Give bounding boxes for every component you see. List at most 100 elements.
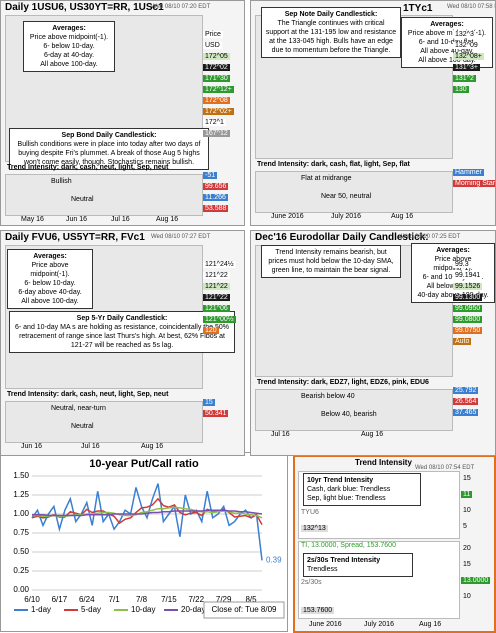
x-label: Aug 16 (156, 216, 179, 223)
averages-line: 6-day at 40-day. (43, 52, 95, 59)
price-label: Price (203, 31, 223, 38)
x-label: June 2016 (309, 621, 342, 628)
candlestick-panel: 1TYc1 Wed 08/10 07:58 EDT Averages: Price a… (250, 0, 496, 226)
price-label: USD (203, 42, 222, 49)
x-label: Jul 16 (81, 443, 100, 450)
x-tick-label: 7/8 (136, 595, 148, 604)
trend-area (5, 174, 203, 216)
info-line: Cash, dark blue: Trendless (307, 486, 391, 493)
x-label: Jun 16 (21, 443, 43, 450)
x-label: Jul 16 (111, 216, 130, 223)
timestamp: Wed 08/10 07:58 EDT (447, 4, 495, 10)
note-text: Bullish conditions were in place into to… (17, 141, 201, 166)
series-line (32, 509, 263, 517)
price-label: 99.3 (453, 261, 471, 268)
series-line (31, 483, 263, 561)
legend-label: 1-day (31, 605, 51, 614)
averages-line: Price above midpoint(-1). (29, 34, 109, 41)
averages-line: Price above midpoint(-1). (407, 30, 487, 37)
side-value: 15 (203, 399, 215, 406)
price-label: 99.1526 (453, 283, 483, 290)
trend-note: Below 40, bearish (321, 411, 377, 418)
timestamp: Wed 08/10 07:25 EDT (401, 234, 461, 240)
panel-title: Daily FVU6, US5YT=RR, FVc1 (5, 232, 145, 243)
averages-line: All above 100-day. (21, 298, 79, 305)
averages-line: All above 100-day. (418, 57, 476, 64)
axis-tick-label: 5 (463, 523, 467, 530)
price-label: 132^09 (453, 42, 480, 49)
x-label: Aug 16 (391, 213, 414, 220)
candlestick-panel: Daily FVU6, US5YT=RR, FVc1 Wed 08/10 07:2… (0, 230, 245, 456)
averages-line: All above 40-day. (420, 48, 474, 55)
note-box: Sep 5-Yr Daily Candlestick: 6- and 10-day… (9, 311, 235, 353)
timestamp: Wed 08/10 07:27 EDT (151, 234, 211, 240)
trend-note: Bullish (51, 178, 72, 185)
note-text: 6- and 10-day MA s are holding as resist… (14, 324, 229, 349)
trend-note: Neutral (71, 423, 94, 430)
axis-tick-label: 13.0000 (461, 577, 491, 584)
price-label: 121^22 (203, 272, 230, 279)
averages-box: Averages: Price above midpoint(-1). 6- bel… (7, 249, 93, 309)
panel-title: 1TYc1 (403, 3, 433, 14)
note-box: Trend Intensity remains bearish, but pri… (261, 245, 401, 278)
axis-tick-label: 11 (461, 491, 473, 498)
x-tick-label: 7/15 (161, 595, 177, 604)
price-label: 172^1 (203, 119, 226, 126)
legend-label: 5-day (81, 605, 101, 614)
x-label: May 16 (21, 216, 44, 223)
candlestick-panel: Daily 1USU6, US30YT=RR, 1USc1 Wed 08/10 0… (0, 0, 245, 226)
axis-tick-label: 10 (463, 507, 471, 514)
axis-tick-label: 20 (463, 545, 471, 552)
trend-area (5, 401, 203, 443)
axis-tick-label: 15 (463, 475, 471, 482)
averages-line: 6-day above 40-day. (18, 289, 82, 296)
value-label: 0.39 (266, 555, 282, 564)
price-label: 121^22 (203, 294, 230, 301)
x-label: June 2016 (271, 213, 304, 220)
price-label: 172^12+ (203, 86, 234, 93)
price-label: Auto (453, 338, 472, 345)
trend-note: Bearish below 40 (301, 393, 355, 400)
info-line: Sep, light blue: Trendless (307, 495, 386, 502)
averages-line: All above 100-day. (40, 61, 98, 68)
y-tick-label: 1.00 (13, 509, 29, 518)
price-label: 132^3 (453, 31, 476, 38)
x-label: Jul 16 (271, 431, 290, 438)
price-label: 120 (203, 327, 219, 334)
averages-box: Averages: Price above midpoint(-1). 6- bel… (23, 21, 115, 72)
side-value: 53.588 (203, 205, 229, 212)
x-tick-label: 6/17 (52, 595, 68, 604)
averages-line: Price above midpoint(-1). (433, 256, 473, 272)
averages-line: Averages: (436, 247, 470, 254)
info-line: Trendless (307, 566, 338, 573)
averages-line: 6- below 10-day. (43, 43, 95, 50)
trend-caption: Trend Intensity: dark, cash, neut, light… (7, 164, 169, 171)
price-label: 99.0750 (453, 327, 483, 334)
price-label: 132^13 (301, 525, 328, 532)
price-label: 99.1300 (453, 294, 483, 301)
trend-area (255, 389, 453, 431)
note-title: Sep Bond Daily Candlestick: (61, 132, 157, 139)
subpanel-header: TI, 13.0000, Spread, 153.7600 (301, 542, 396, 549)
price-label: 171^30 (203, 75, 230, 82)
averages-line: 6- below 10-day. (24, 280, 76, 287)
price-label: 132^08+ (453, 53, 484, 60)
note: Close of: Tue 8/09 (212, 605, 277, 614)
legend-label: 10-day (131, 605, 155, 614)
x-tick-label: 6/24 (79, 595, 95, 604)
x-label: Aug 16 (361, 431, 384, 438)
panel-title: Daily 1USU6, US30YT=RR, 1USc1 (5, 2, 164, 13)
price-label: 167^12 (203, 130, 230, 137)
x-label: Jun 16 (66, 216, 88, 223)
side-value: Morning Star (453, 180, 496, 187)
info-box: 2s/30s Trend Intensity Trendless (303, 553, 413, 577)
note-frame (203, 601, 285, 619)
y-tick-label: 0.75 (13, 528, 29, 537)
averages-line: Averages: (430, 21, 464, 28)
trend-area (255, 171, 453, 213)
side-value: 25.792 (453, 387, 479, 394)
info-title: 2s/30s Trend Intensity (307, 557, 381, 564)
price-label: 130 (453, 86, 469, 93)
price-label: 172^05 (203, 53, 230, 60)
